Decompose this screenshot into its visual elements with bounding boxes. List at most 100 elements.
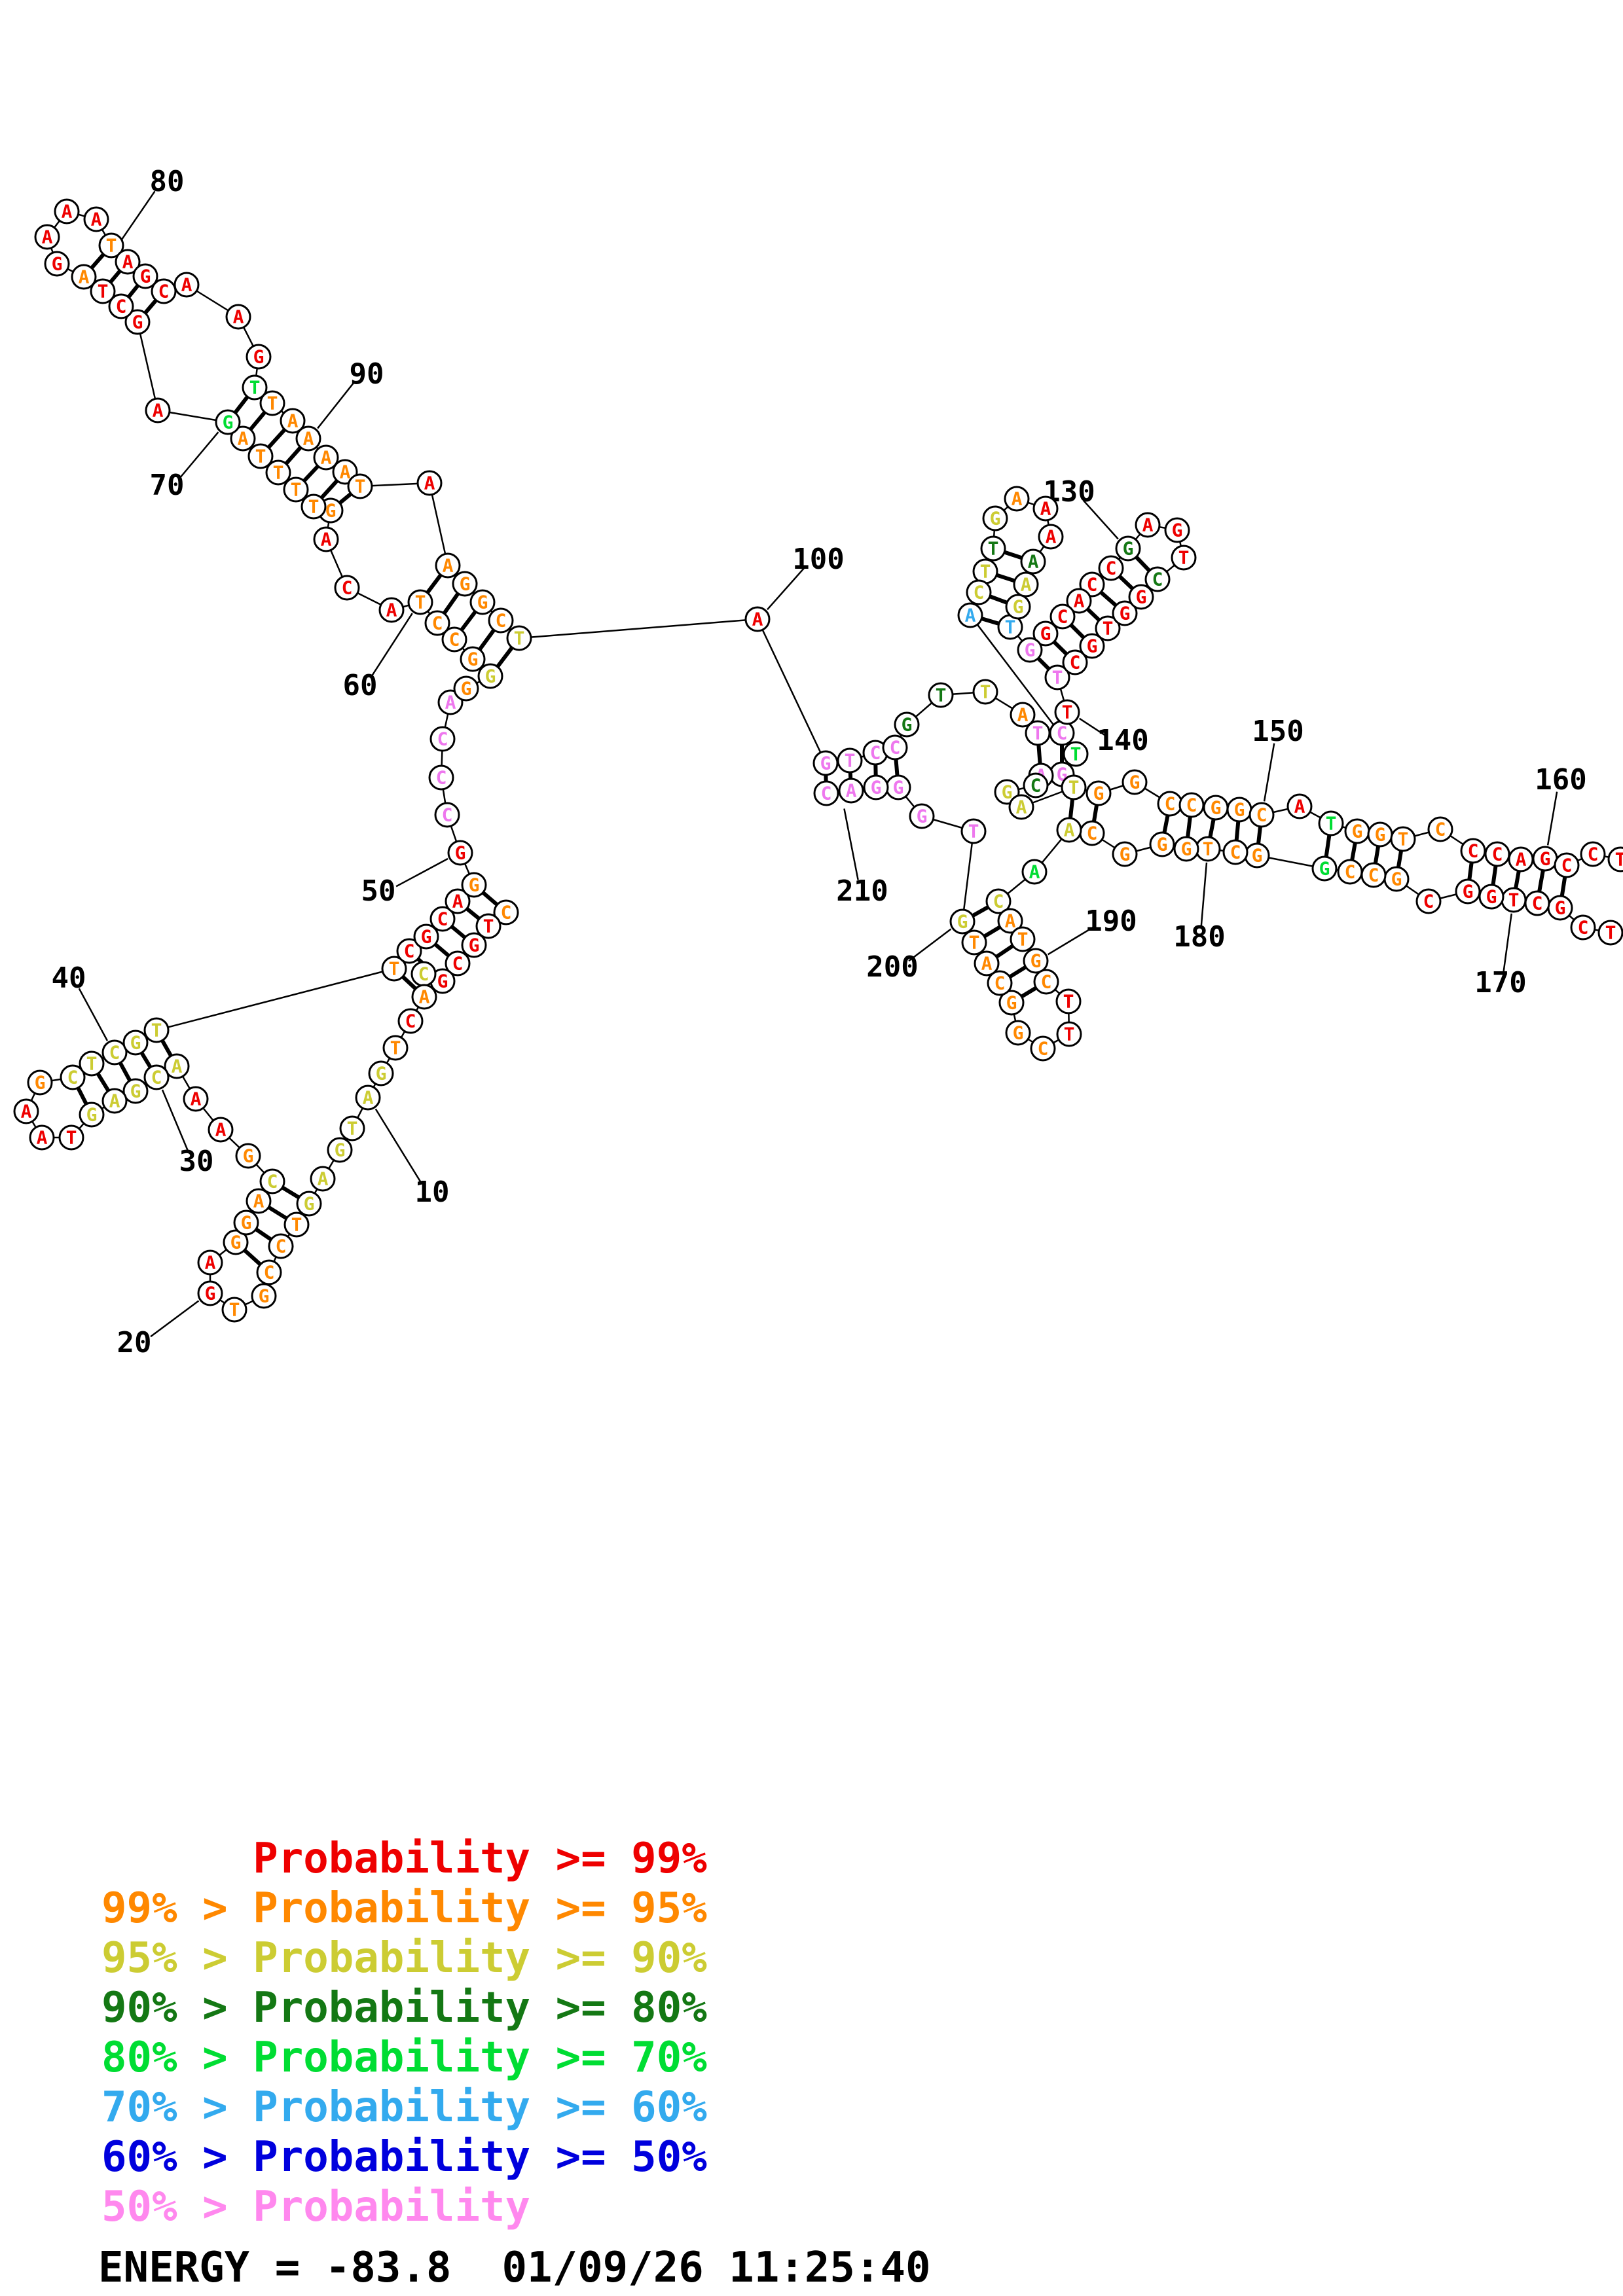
nucleotide-circle	[79, 1050, 105, 1077]
nucleotide-circle	[1164, 517, 1190, 543]
nucleotide-base: A	[321, 529, 332, 550]
nucleotide-base: C	[821, 783, 832, 804]
nucleotide-base: T	[936, 685, 947, 706]
label-line	[843, 808, 859, 880]
nucleotide-circle	[1038, 524, 1064, 550]
position-label: 80	[150, 165, 185, 198]
nucleotide-circle	[183, 1086, 209, 1112]
nucleotide-base: T	[845, 750, 856, 772]
nucleotide-base: T	[1064, 1024, 1075, 1045]
nucleotide-circle	[1004, 486, 1030, 512]
nucleotide-base: G	[1157, 834, 1168, 855]
legend-entry-5: 70% > Probability >= 60%	[101, 2083, 707, 2132]
nucleotide-circle	[461, 872, 487, 898]
nucleotide-circle	[894, 711, 920, 738]
nucleotide-circle	[475, 913, 501, 939]
position-label: 210	[836, 874, 888, 908]
nucleotide-circle	[1085, 780, 1112, 806]
nucleotide-base: C	[437, 908, 448, 930]
nucleotide-circle	[223, 1229, 249, 1255]
nucleotide-base: C	[1345, 861, 1356, 883]
nucleotide-circle	[1066, 588, 1092, 614]
nucleotide-circle	[1013, 571, 1039, 598]
nucleotide-base: C	[994, 973, 1006, 994]
nucleotide-base: C	[276, 1236, 287, 1257]
label-line	[161, 1089, 189, 1152]
nucleotide-base: G	[437, 971, 448, 992]
nucleotide-base: G	[871, 777, 882, 798]
legend-entry-6: 60% > Probability >= 50%	[101, 2133, 707, 2181]
backbone-segment	[961, 831, 975, 922]
backbone-segment	[519, 618, 758, 639]
nucleotide-circle	[197, 1280, 223, 1306]
nucleotide-base: C	[1588, 844, 1599, 865]
nucleotide-base: T	[1017, 929, 1029, 950]
nucleotide-base: G	[1375, 824, 1386, 846]
nucleotide-circle	[1390, 826, 1416, 852]
nucleotide-circle	[1415, 888, 1442, 914]
nucleotide-circle	[197, 1249, 223, 1276]
nucleotide-base: G	[820, 753, 831, 774]
nucleotide-circle	[1112, 841, 1138, 867]
label-line	[767, 567, 805, 611]
nucleotide-circle	[108, 293, 134, 319]
nucleotide-base: A	[303, 428, 314, 450]
nucleotide-base: T	[980, 561, 991, 583]
nucleotide-base: C	[342, 577, 353, 599]
nucleotide-base: G	[1352, 821, 1363, 842]
nucleotide-circle	[313, 526, 339, 552]
backbone-segment	[428, 482, 449, 566]
nucleotide-circle	[506, 625, 532, 651]
nucleotide-base: C	[109, 1042, 120, 1064]
nucleotide-base: C	[432, 613, 443, 634]
nucleotide-base: T	[1070, 744, 1082, 765]
nucleotide-base: G	[469, 874, 480, 896]
nucleotide-circle	[83, 206, 109, 232]
nucleotide-circle	[13, 1098, 39, 1124]
nucleotide-circle	[145, 397, 171, 423]
nucleotide-circle	[1455, 878, 1481, 905]
nucleotide-circle	[1032, 495, 1059, 522]
nucleotide-circle	[98, 232, 124, 259]
position-label: 160	[1535, 763, 1586, 797]
nucleotide-base: C	[1186, 795, 1197, 816]
nucleotide-circle	[744, 606, 771, 632]
nucleotide-circle	[1054, 699, 1080, 725]
nucleotide-base: T	[255, 446, 266, 467]
nucleotide-base: G	[130, 1032, 141, 1054]
nucleotide-base: G	[460, 573, 471, 595]
nucleotide-base: G	[1129, 772, 1140, 793]
nucleotide-circle	[259, 390, 285, 416]
nucleotide-base: G	[1486, 886, 1497, 908]
nucleotide-base: A	[153, 400, 164, 422]
nucleotide-base: A	[321, 447, 332, 469]
nucleotide-base: A	[253, 1191, 264, 1212]
nucleotide-circle	[60, 1064, 86, 1090]
nucleotide-circle	[173, 272, 200, 298]
nucleotide-circle	[429, 906, 456, 932]
nucleotide-circle	[1017, 637, 1043, 663]
nucleotide-base: G	[893, 777, 904, 798]
nucleotide-base: A	[846, 780, 857, 802]
nucleotide-circle	[221, 1297, 247, 1323]
nucleotide-circle	[447, 840, 473, 866]
nucleotide-base: G	[230, 1232, 242, 1253]
nucleotide-base: A	[42, 226, 53, 248]
label-line	[1263, 743, 1275, 802]
nucleotide-base: T	[514, 628, 525, 649]
nucleotide-base: G	[1319, 858, 1330, 880]
label-line	[1503, 913, 1512, 972]
nucleotide-circle	[1098, 555, 1124, 581]
nucleotide-base: C	[1087, 574, 1098, 596]
nucleotide-base: G	[335, 1139, 346, 1161]
nucleotide-circle	[1427, 816, 1453, 842]
nucleotide-circle	[27, 1069, 53, 1096]
nucleotide-circle	[1032, 620, 1059, 647]
nucleotide-base: T	[389, 958, 400, 980]
nucleotide-circle	[445, 888, 471, 914]
nucleotide-base: A	[981, 953, 993, 975]
backbone-segment	[756, 619, 827, 764]
label-line	[1078, 717, 1106, 736]
nucleotide-circle	[396, 938, 422, 964]
nucleotide-circle	[101, 1039, 128, 1066]
